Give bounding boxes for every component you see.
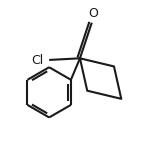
Text: Cl: Cl	[32, 54, 44, 67]
Text: O: O	[88, 7, 98, 20]
